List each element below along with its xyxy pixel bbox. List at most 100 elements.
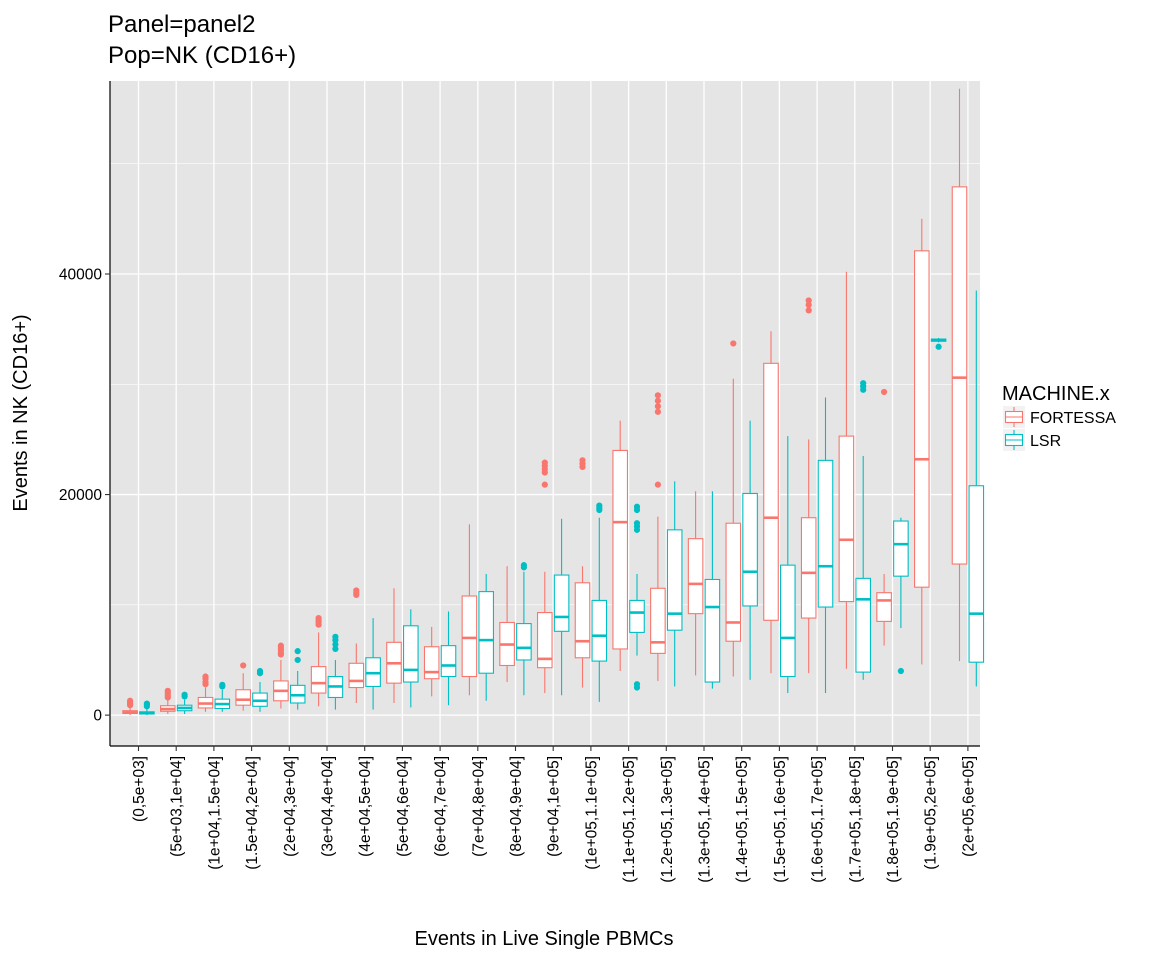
x-tick-label: (1.5e+04,2e+04] — [244, 756, 261, 870]
x-tick-label: (1.5e+05,1.6e+05] — [772, 756, 789, 883]
outlier-point — [294, 656, 301, 664]
y-tick-label: 20000 — [59, 487, 102, 504]
box-lsr-19 — [855, 380, 872, 680]
box-fortessa-16 — [725, 340, 742, 677]
box-iqr — [402, 625, 419, 683]
outlier-point — [654, 403, 662, 410]
box-iqr — [536, 612, 553, 669]
box-lsr-3 — [252, 667, 268, 712]
outlier-point — [881, 388, 888, 396]
box-fortessa-1 — [160, 687, 176, 715]
outlier-point — [805, 297, 812, 304]
box-lsr-20 — [893, 517, 909, 675]
box-fortessa-7 — [386, 588, 402, 703]
box-iqr — [612, 449, 629, 650]
box-iqr — [800, 517, 817, 619]
box-iqr — [553, 574, 570, 632]
chart-title: Panel=panel2 — [108, 11, 255, 38]
y-tick-label: 40000 — [59, 266, 102, 283]
outlier-point — [654, 481, 662, 488]
outlier-point — [127, 697, 134, 704]
x-tick-label: (9e+04,1e+05] — [546, 756, 563, 857]
outlier-point — [654, 392, 662, 399]
box-fortessa-10 — [499, 566, 515, 683]
box-iqr — [666, 529, 683, 631]
box-fortessa-17 — [763, 331, 779, 674]
box-iqr — [440, 645, 457, 678]
box-lsr-8 — [440, 611, 457, 706]
outlier-point — [596, 502, 603, 509]
grid-lines — [110, 81, 980, 746]
legend-title: MACHINE.x — [1002, 383, 1110, 405]
box-iqr — [817, 459, 834, 608]
x-axis-title: Events in Live Single PBMCs — [414, 928, 673, 950]
x-tick-label: (1.9e+05,2e+05] — [923, 756, 940, 870]
box-iqr — [876, 592, 892, 622]
box-lsr-15 — [704, 491, 721, 689]
box-lsr-13 — [629, 503, 645, 691]
outlier-point — [240, 662, 247, 669]
box-layer — [122, 88, 985, 716]
box-lsr-2 — [214, 681, 231, 712]
x-tick-label: (2e+04,3e+04] — [282, 756, 299, 857]
outlier-point — [164, 687, 171, 694]
chart-subtitle: Pop=NK (CD16+) — [108, 42, 296, 69]
box-iqr — [591, 599, 608, 662]
box-lsr-17 — [779, 436, 796, 694]
outlier-point — [541, 481, 548, 488]
x-tick-label: (1.4e+05,1.5e+05] — [734, 756, 751, 883]
legend-item-label: FORTESSA — [1030, 410, 1116, 427]
box-fortessa-5 — [310, 614, 327, 707]
box-iqr — [742, 492, 758, 607]
outlier-point — [730, 340, 737, 347]
outlier-point — [353, 587, 360, 594]
y-axis-ticks: 0 20000 40000 — [59, 266, 110, 725]
box-lsr-12 — [591, 502, 608, 702]
outlier-point — [805, 301, 812, 308]
box-lsr-6 — [365, 618, 381, 710]
x-tick-label: (1e+04,1.5e+04] — [206, 756, 223, 870]
box-iqr — [478, 591, 495, 674]
x-tick-label: (6e+04,7e+04] — [433, 756, 450, 857]
box-lsr-18 — [817, 397, 834, 694]
box-iqr — [461, 595, 478, 678]
outlier-point — [127, 702, 134, 709]
box-fortessa-22 — [951, 88, 968, 662]
box-iqr — [763, 362, 779, 621]
x-tick-label: (8e+04,9e+04] — [508, 756, 525, 857]
outlier-point — [633, 681, 641, 688]
y-tick-label: 0 — [93, 708, 102, 725]
legend: MACHINE.x FORTESSA LSR — [1002, 383, 1116, 451]
outlier-point — [805, 307, 812, 314]
outlier-point — [315, 614, 322, 622]
x-tick-label: (7e+04,8e+04] — [470, 756, 487, 857]
box-iqr — [423, 646, 440, 680]
x-tick-label: (2e+05,6e+05] — [960, 756, 977, 857]
x-tick-label: (1.7e+05,1.8e+05] — [847, 756, 864, 883]
box-lsr-14 — [666, 481, 683, 687]
outlier-point — [633, 503, 641, 510]
box-fortessa-6 — [348, 587, 365, 703]
box-fortessa-18 — [800, 297, 817, 674]
box-iqr — [704, 578, 721, 683]
legend-item-lsr: LSR — [1003, 429, 1061, 451]
x-tick-label: (4e+04,5e+04] — [357, 756, 374, 857]
y-axis-title: Events in NK (CD16+) — [10, 314, 32, 511]
x-tick-label: (5e+04,6e+04] — [395, 756, 412, 857]
box-lsr-22 — [968, 290, 985, 687]
box-iqr — [855, 577, 872, 673]
x-tick-label: (1.1e+05,1.2e+05] — [621, 756, 638, 883]
box-iqr — [687, 538, 704, 615]
outlier-point — [897, 667, 905, 675]
box-iqr — [779, 564, 796, 678]
box-lsr-5 — [327, 633, 344, 710]
box-lsr-16 — [742, 420, 758, 680]
outlier-point — [332, 645, 339, 653]
box-fortessa-21 — [913, 218, 930, 665]
x-axis-ticks: (0,5e+03] (5e+03,1e+04] (1e+04,1.5e+04] (1.… — [131, 746, 977, 883]
box-lsr-21 — [930, 337, 947, 350]
outlier-point — [332, 633, 339, 640]
box-iqr — [235, 689, 251, 706]
outlier-point — [654, 408, 662, 415]
